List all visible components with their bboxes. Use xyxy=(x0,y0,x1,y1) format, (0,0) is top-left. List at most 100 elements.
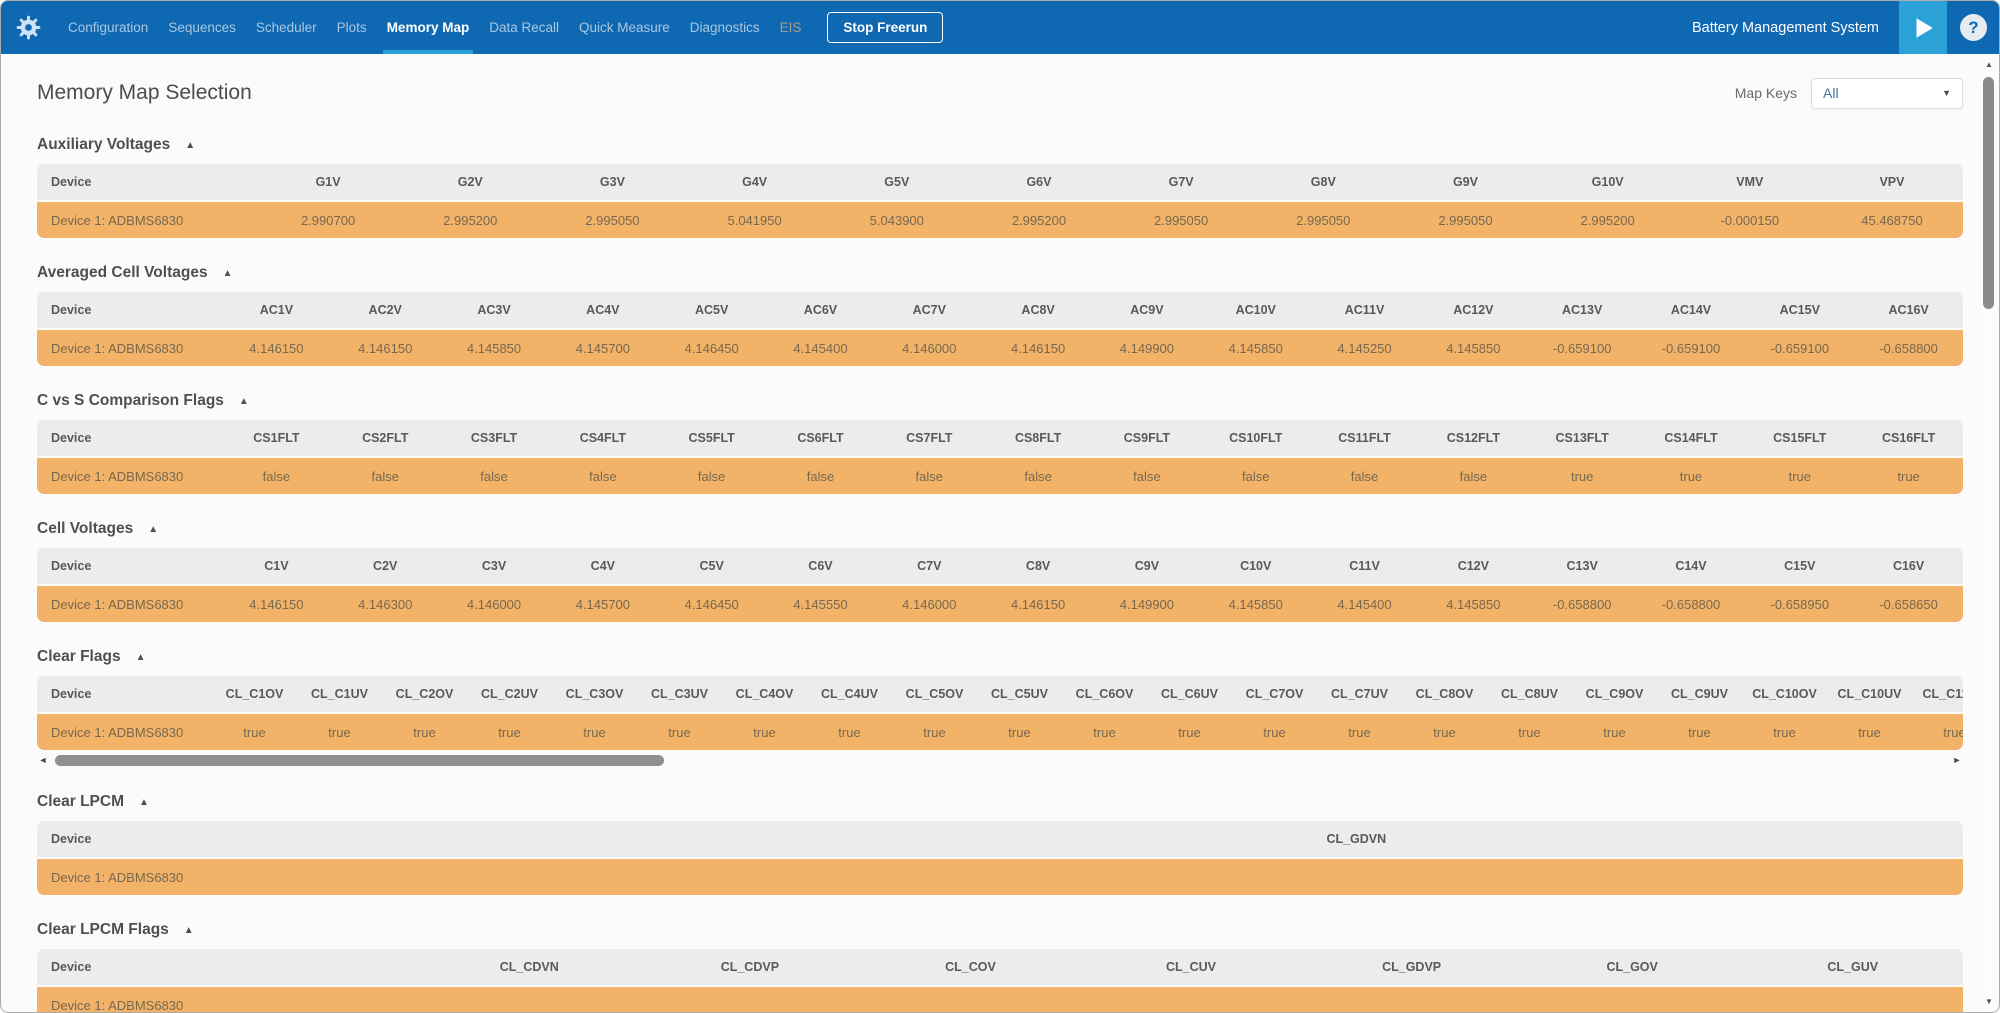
column-header-g2v: G2V xyxy=(399,175,541,189)
help-icon[interactable]: ? xyxy=(1960,14,1987,41)
scroll-right-icon[interactable]: ► xyxy=(1951,756,1963,765)
column-header-cs15flt: CS15FLT xyxy=(1745,431,1854,445)
table-row[interactable]: Device 1: ADBMS6830truetruetruetruetruet… xyxy=(37,714,1963,750)
app-brand: Battery Management System xyxy=(1692,20,1879,36)
play-button[interactable] xyxy=(1899,1,1947,54)
sections: Auxiliary Voltages▲DeviceG1VG2VG3VG4VG5V… xyxy=(37,136,1963,1013)
table-row[interactable]: Device 1: ADBMS6830 xyxy=(37,987,1963,1013)
column-header-cs14flt: CS14FLT xyxy=(1637,431,1746,445)
map-keys-dropdown[interactable]: All ▼ xyxy=(1811,78,1963,109)
nav-item-scheduler[interactable]: Scheduler xyxy=(246,1,327,54)
value-cell: false xyxy=(1093,469,1202,484)
column-header-c16v: C16V xyxy=(1854,559,1963,573)
section-clear-lpcm-flags: Clear LPCM Flags ▲ DeviceCL_CDVNCL_CDVPCL_… xyxy=(37,921,1963,1013)
collapse-arrow-icon[interactable]: ▲ xyxy=(223,268,233,279)
nav-item-memory-map[interactable]: Memory Map xyxy=(377,1,480,54)
value-cell: true xyxy=(1657,725,1742,740)
value-cell: true xyxy=(1827,725,1912,740)
section-title: Clear LPCM Flags xyxy=(37,921,169,939)
column-header-c10v: C10V xyxy=(1201,559,1310,573)
value-cell: true xyxy=(1637,469,1746,484)
value-cell: 4.146000 xyxy=(875,597,984,612)
stop-freerun-button[interactable]: Stop Freerun xyxy=(827,12,943,43)
value-cell: 5.041950 xyxy=(684,213,826,228)
vertical-scrollbar-thumb[interactable] xyxy=(1983,77,1994,309)
section-title: Clear Flags xyxy=(37,648,121,666)
table-header-row: DeviceAC1VAC2VAC3VAC4VAC5VAC6VAC7VAC8VAC… xyxy=(37,292,1963,328)
collapse-arrow-icon[interactable]: ▲ xyxy=(239,396,249,407)
value-cell: true xyxy=(1232,725,1317,740)
vertical-scrollbar-track[interactable] xyxy=(1981,73,1997,993)
column-header-cl-gdvn: CL_GDVN xyxy=(750,832,1963,846)
value-cell: false xyxy=(222,469,331,484)
column-header-cl-c7uv: CL_C7UV xyxy=(1317,687,1402,701)
collapse-arrow-icon[interactable]: ▲ xyxy=(148,524,158,535)
map-keys-selected-value: All xyxy=(1823,85,1942,101)
column-header-ac6v: AC6V xyxy=(766,303,875,317)
column-header-cs9flt: CS9FLT xyxy=(1093,431,1202,445)
table-row[interactable]: Device 1: ADBMS68304.1461504.1461504.145… xyxy=(37,330,1963,366)
value-cell: 4.145850 xyxy=(1419,341,1528,356)
column-header-vpv: VPV xyxy=(1821,175,1963,189)
column-header-ac5v: AC5V xyxy=(657,303,766,317)
value-cell: true xyxy=(637,725,722,740)
device-cell: Device 1: ADBMS6830 xyxy=(37,213,257,228)
nav-item-quick-measure[interactable]: Quick Measure xyxy=(569,1,680,54)
column-header-ac2v: AC2V xyxy=(331,303,440,317)
scroll-up-icon[interactable]: ▲ xyxy=(1985,56,1993,73)
scroll-down-icon[interactable]: ▼ xyxy=(1985,993,1993,1010)
column-header-cl-cdvn: CL_CDVN xyxy=(419,960,640,974)
gear-icon[interactable] xyxy=(15,14,42,41)
nav-item-configuration[interactable]: Configuration xyxy=(58,1,158,54)
table-row[interactable]: Device 1: ADBMS6830 xyxy=(37,859,1963,895)
column-header-ac3v: AC3V xyxy=(440,303,549,317)
table-row[interactable]: Device 1: ADBMS6830falsefalsefalsefalsef… xyxy=(37,458,1963,494)
collapse-arrow-icon[interactable]: ▲ xyxy=(136,652,146,663)
column-header-cl-c6ov: CL_C6OV xyxy=(1062,687,1147,701)
column-header-g10v: G10V xyxy=(1537,175,1679,189)
collapse-arrow-icon[interactable]: ▲ xyxy=(184,925,194,936)
nav-item-diagnostics[interactable]: Diagnostics xyxy=(680,1,770,54)
column-header-c8v: C8V xyxy=(984,559,1093,573)
section-title-row: Cell Voltages▲ xyxy=(37,520,1963,538)
value-cell: 2.995050 xyxy=(1252,213,1394,228)
navbar-right: Battery Management System ? xyxy=(1692,1,1999,54)
value-cell: true xyxy=(1487,725,1572,740)
column-header-ac14v: AC14V xyxy=(1637,303,1746,317)
value-cell: -0.658800 xyxy=(1528,597,1637,612)
value-cell: false xyxy=(984,469,1093,484)
scroll-left-icon[interactable]: ◄ xyxy=(37,756,49,765)
value-cell: 2.995050 xyxy=(1394,213,1536,228)
table-header-row: DeviceCL_CDVNCL_CDVPCL_COVCL_CUVCL_GDVPC… xyxy=(37,949,1963,985)
column-header-cl-cdvp: CL_CDVP xyxy=(640,960,861,974)
nav-item-eis[interactable]: EIS xyxy=(770,1,812,54)
column-header-g7v: G7V xyxy=(1110,175,1252,189)
column-header-c6v: C6V xyxy=(766,559,875,573)
app-window: ConfigurationSequencesSchedulerPlotsMemo… xyxy=(0,0,2000,1013)
device-cell: Device 1: ADBMS6830 xyxy=(37,998,419,1013)
nav-item-plots[interactable]: Plots xyxy=(327,1,377,54)
value-cell: 4.146150 xyxy=(984,341,1093,356)
device-cell: Device 1: ADBMS6830 xyxy=(37,725,212,740)
value-cell: true xyxy=(722,725,807,740)
value-cell: 4.145850 xyxy=(1419,597,1528,612)
nav-item-sequences[interactable]: Sequences xyxy=(158,1,246,54)
main-content: Memory Map Selection Map Keys All ▼ Auxi… xyxy=(1,76,1999,1013)
column-header-cs13flt: CS13FLT xyxy=(1528,431,1637,445)
vertical-scrollbar[interactable]: ▲ ▼ xyxy=(1981,56,1997,1010)
table-row[interactable]: Device 1: ADBMS68302.9907002.9952002.995… xyxy=(37,202,1963,238)
table-row[interactable]: Device 1: ADBMS68304.1461504.1463004.146… xyxy=(37,586,1963,622)
horizontal-scrollbar-track[interactable] xyxy=(49,755,1951,766)
column-header-cl-c9uv: CL_C9UV xyxy=(1657,687,1742,701)
collapse-arrow-icon[interactable]: ▲ xyxy=(139,797,149,808)
value-cell: 4.146000 xyxy=(440,597,549,612)
value-cell: 4.145700 xyxy=(548,341,657,356)
memory-table: DeviceCL_CDVNCL_CDVPCL_COVCL_CUVCL_GDVPC… xyxy=(37,949,1963,1013)
horizontal-scrollbar-thumb[interactable] xyxy=(55,755,664,766)
column-header-g3v: G3V xyxy=(541,175,683,189)
collapse-arrow-icon[interactable]: ▲ xyxy=(185,140,195,151)
horizontal-scrollbar[interactable]: ◄► xyxy=(37,753,1963,767)
value-cell: -0.659100 xyxy=(1745,341,1854,356)
column-header-ac15v: AC15V xyxy=(1745,303,1854,317)
nav-item-data-recall[interactable]: Data Recall xyxy=(479,1,569,54)
